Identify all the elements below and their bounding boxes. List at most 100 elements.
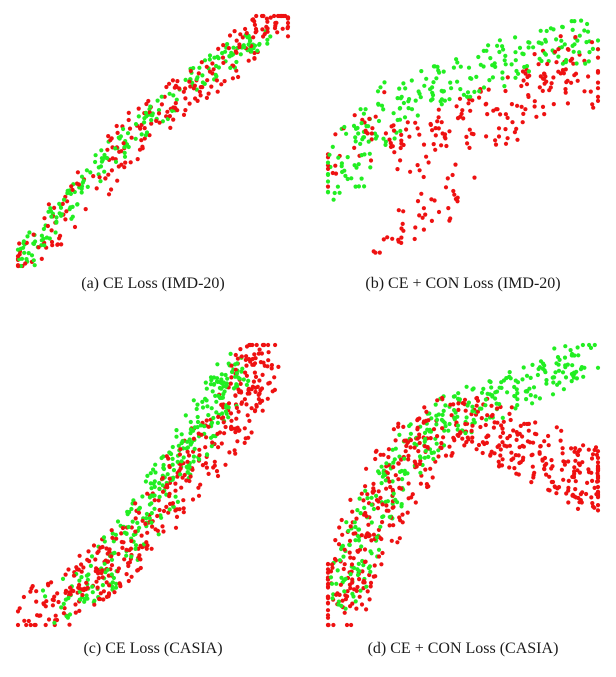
scatter-point xyxy=(191,454,196,459)
scatter-point xyxy=(413,225,418,230)
scatter-point xyxy=(135,157,140,162)
scatter-point xyxy=(257,391,262,396)
scatter-point xyxy=(248,342,253,348)
scatter-point xyxy=(174,434,179,439)
scatter-point xyxy=(561,387,566,392)
scatter-point xyxy=(435,119,440,124)
scatter-point xyxy=(434,413,439,418)
scatter-point xyxy=(425,484,430,490)
scatter-point xyxy=(252,43,258,48)
scatter-point xyxy=(376,499,381,504)
scatter-point xyxy=(148,481,153,486)
scatter-point xyxy=(119,162,124,167)
scatter-point xyxy=(469,76,474,81)
scatter-point xyxy=(421,227,426,232)
scatter-point xyxy=(364,584,369,589)
scatter-point xyxy=(185,439,190,444)
scatter-point xyxy=(152,484,157,489)
scatter-point xyxy=(595,94,601,99)
scatter-point xyxy=(496,126,502,131)
scatter-point xyxy=(399,468,404,474)
scatter-point xyxy=(570,27,575,32)
scatter-point xyxy=(335,568,340,573)
scatter-point xyxy=(399,235,404,240)
scatter-point xyxy=(93,153,98,158)
scatter-point xyxy=(250,17,255,22)
scatter-point xyxy=(544,381,549,386)
scatter-point xyxy=(206,471,211,476)
scatter-point xyxy=(129,135,134,140)
scatter-point xyxy=(379,562,384,567)
scatter-point xyxy=(159,455,164,461)
scatter-point xyxy=(590,46,595,52)
scatter-point xyxy=(227,450,232,455)
scatter-point xyxy=(268,34,273,39)
scatter-point xyxy=(73,602,78,607)
scatter-point xyxy=(80,592,85,598)
scatter-point xyxy=(179,441,184,446)
scatter-point xyxy=(191,459,196,464)
scatter-point xyxy=(583,61,588,66)
scatter-point xyxy=(556,485,562,490)
scatter-point xyxy=(173,488,178,493)
scatter-point xyxy=(206,413,211,418)
scatter-point xyxy=(98,179,103,184)
scatter-point xyxy=(439,88,444,93)
scatter-point xyxy=(246,378,251,383)
scatter-point xyxy=(330,170,335,176)
scatter-point xyxy=(360,137,365,142)
scatter-point xyxy=(380,550,385,556)
scatter-point xyxy=(531,385,537,390)
scatter-point xyxy=(447,444,452,449)
scatter-point xyxy=(452,192,457,197)
scatter-point xyxy=(538,28,543,33)
scatter-point xyxy=(537,450,542,455)
scatter-point xyxy=(325,160,331,165)
scatter-point xyxy=(396,461,401,466)
scatter-point xyxy=(404,443,409,449)
scatter-point xyxy=(489,385,494,390)
scatter-point xyxy=(442,98,447,103)
scatter-point xyxy=(252,370,257,375)
scatter-point xyxy=(331,622,336,628)
scatter-point xyxy=(521,78,526,83)
scatter-point xyxy=(210,440,215,445)
scatter-point xyxy=(110,531,115,536)
scatter-point xyxy=(171,105,176,110)
scatter-point xyxy=(362,559,368,564)
scatter-point xyxy=(585,480,590,485)
scatter-point xyxy=(266,358,271,363)
scatter-point xyxy=(223,424,228,430)
scatter-point xyxy=(443,136,448,141)
scatter-point xyxy=(120,525,125,531)
scatter-point xyxy=(243,370,248,375)
scatter-point xyxy=(466,101,471,106)
scatter-point xyxy=(173,525,179,530)
scatter-point xyxy=(214,410,219,415)
scatter-point xyxy=(430,128,435,133)
scatter-point xyxy=(229,426,234,432)
scatter-point xyxy=(253,26,259,32)
scatter-point xyxy=(157,481,162,486)
scatter-point xyxy=(458,64,463,69)
scatter-point xyxy=(255,48,260,53)
scatter-point xyxy=(561,477,566,482)
scatter-point xyxy=(170,444,175,450)
scatter-point xyxy=(26,251,31,256)
scatter-point xyxy=(126,578,131,584)
scatter-point xyxy=(113,532,118,537)
scatter-point xyxy=(233,451,238,456)
scatter-point xyxy=(369,137,374,142)
scatter-point xyxy=(203,445,208,450)
scatter-point xyxy=(265,19,270,24)
scatter-point xyxy=(93,557,98,562)
scatter-point xyxy=(492,61,497,66)
scatter-point xyxy=(145,473,150,478)
scatter-point xyxy=(503,112,508,117)
scatter-point xyxy=(349,622,354,628)
scatter-point xyxy=(400,477,405,482)
scatter-point xyxy=(365,492,370,497)
scatter-point xyxy=(413,461,418,466)
scatter-point xyxy=(52,620,57,625)
scatter-point xyxy=(484,435,489,440)
